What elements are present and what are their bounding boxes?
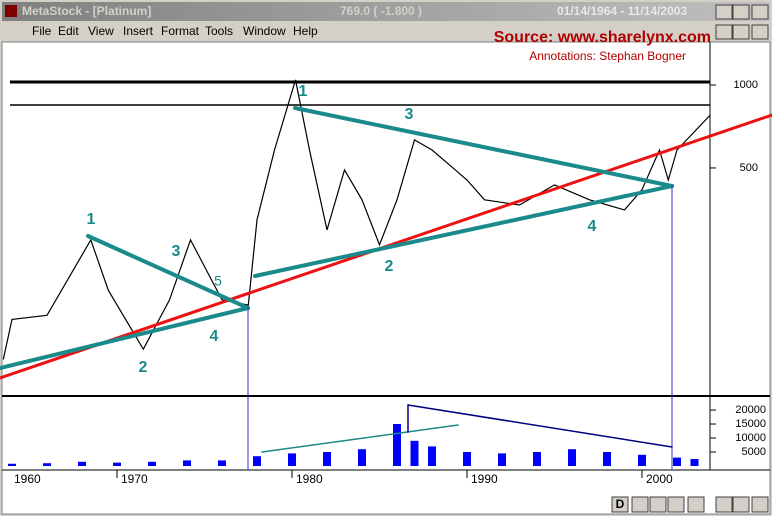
child-restore[interactable] <box>732 24 750 40</box>
toolbar-button[interactable] <box>667 496 685 513</box>
y-tick-label: 15000 <box>735 418 766 430</box>
volume-bar <box>218 460 226 466</box>
trendline <box>86 234 250 310</box>
scroll-end[interactable] <box>751 496 769 513</box>
quote: 769.0 ( -1.800 ) <box>340 4 422 18</box>
window-title: MetaStock - [Platinum] <box>22 4 151 18</box>
wave-label: 3 <box>405 106 414 123</box>
period-button[interactable] <box>611 496 629 513</box>
wave-label: 3 <box>172 243 181 260</box>
y-tick-label: 5000 <box>742 446 766 458</box>
credit: Annotations: Stephan Bogner <box>529 49 686 63</box>
x-tick-label: 2000 <box>646 472 673 486</box>
menu-item[interactable]: Tools <box>205 24 233 38</box>
toolbar-button[interactable] <box>687 496 705 513</box>
y-tick-label: 20000 <box>735 404 766 416</box>
volume-bar <box>393 424 401 466</box>
window-controls <box>715 4 769 40</box>
menu-item[interactable]: Format <box>161 24 200 38</box>
bottom-toolbar: D <box>611 496 769 513</box>
y-tick-label: 10000 <box>735 432 766 444</box>
volume-bar <box>568 449 576 466</box>
app-icon <box>5 5 17 17</box>
volume-bar <box>43 463 51 466</box>
date-range: 01/14/1964 - 11/14/2003 <box>557 4 687 18</box>
volume-trendline <box>261 424 459 453</box>
trendlines <box>0 106 772 471</box>
x-tick-label: 1970 <box>121 472 148 486</box>
volume-bar <box>358 449 366 466</box>
menu-item[interactable]: Insert <box>123 24 154 38</box>
source: Source: www.sharelynx.com <box>494 29 711 46</box>
volume-bar <box>148 461 156 466</box>
x-tick-label: 1990 <box>471 472 498 486</box>
child-minimize[interactable] <box>715 24 733 40</box>
trendline <box>0 306 250 370</box>
period-label: D <box>616 497 625 511</box>
title-bar <box>2 2 770 21</box>
menu-bar: File Edit View Insert Format Tools Window Help <box>32 24 318 38</box>
y-tick-label: 1000 <box>734 79 758 91</box>
x-tick-label: 1980 <box>296 472 323 486</box>
volume-bar <box>410 440 419 466</box>
maximize[interactable] <box>732 4 750 20</box>
volume-bar <box>463 452 471 466</box>
chart-area <box>1 41 771 515</box>
menu-item[interactable]: View <box>88 24 114 38</box>
trendline <box>293 106 674 188</box>
trendline <box>253 184 674 278</box>
volume-bar <box>288 453 296 466</box>
y-tick-label: 500 <box>740 162 758 174</box>
volume-bar <box>603 452 611 466</box>
volume-bar <box>183 460 191 466</box>
volume-bar <box>638 454 646 466</box>
scroll-left[interactable] <box>715 496 733 513</box>
volume-bar <box>323 452 331 466</box>
menu-item[interactable]: Window <box>243 24 286 38</box>
volume-bar <box>253 456 261 466</box>
close[interactable] <box>751 4 769 20</box>
volume-bar <box>428 446 436 466</box>
wave-label: 5 <box>214 273 222 289</box>
volume-bar <box>8 463 16 466</box>
wave-label: 4 <box>588 218 597 235</box>
scroll-right[interactable] <box>732 496 750 513</box>
volume-bar <box>498 453 506 466</box>
volume-bar <box>673 457 681 466</box>
wave-label: 1 <box>299 83 308 100</box>
wave-label: 4 <box>210 328 219 345</box>
toolbar-button[interactable] <box>649 496 667 513</box>
volume-bar <box>78 461 86 466</box>
x-tick-label: 1960 <box>14 472 41 486</box>
child-close[interactable] <box>751 24 769 40</box>
wave-label: 2 <box>385 258 394 275</box>
minimize[interactable] <box>715 4 733 20</box>
wave-label: 2 <box>139 359 148 376</box>
wave-label: 1 <box>87 211 96 228</box>
menu-item[interactable]: Edit <box>58 24 79 38</box>
toolbar-button[interactable] <box>631 496 649 513</box>
volume-trendline <box>407 404 673 448</box>
menu-item[interactable]: File <box>32 24 52 38</box>
volume-bar <box>690 459 699 466</box>
menu-item[interactable]: Help <box>293 24 318 38</box>
volume-bar <box>533 452 541 466</box>
volume-bar <box>113 462 121 466</box>
